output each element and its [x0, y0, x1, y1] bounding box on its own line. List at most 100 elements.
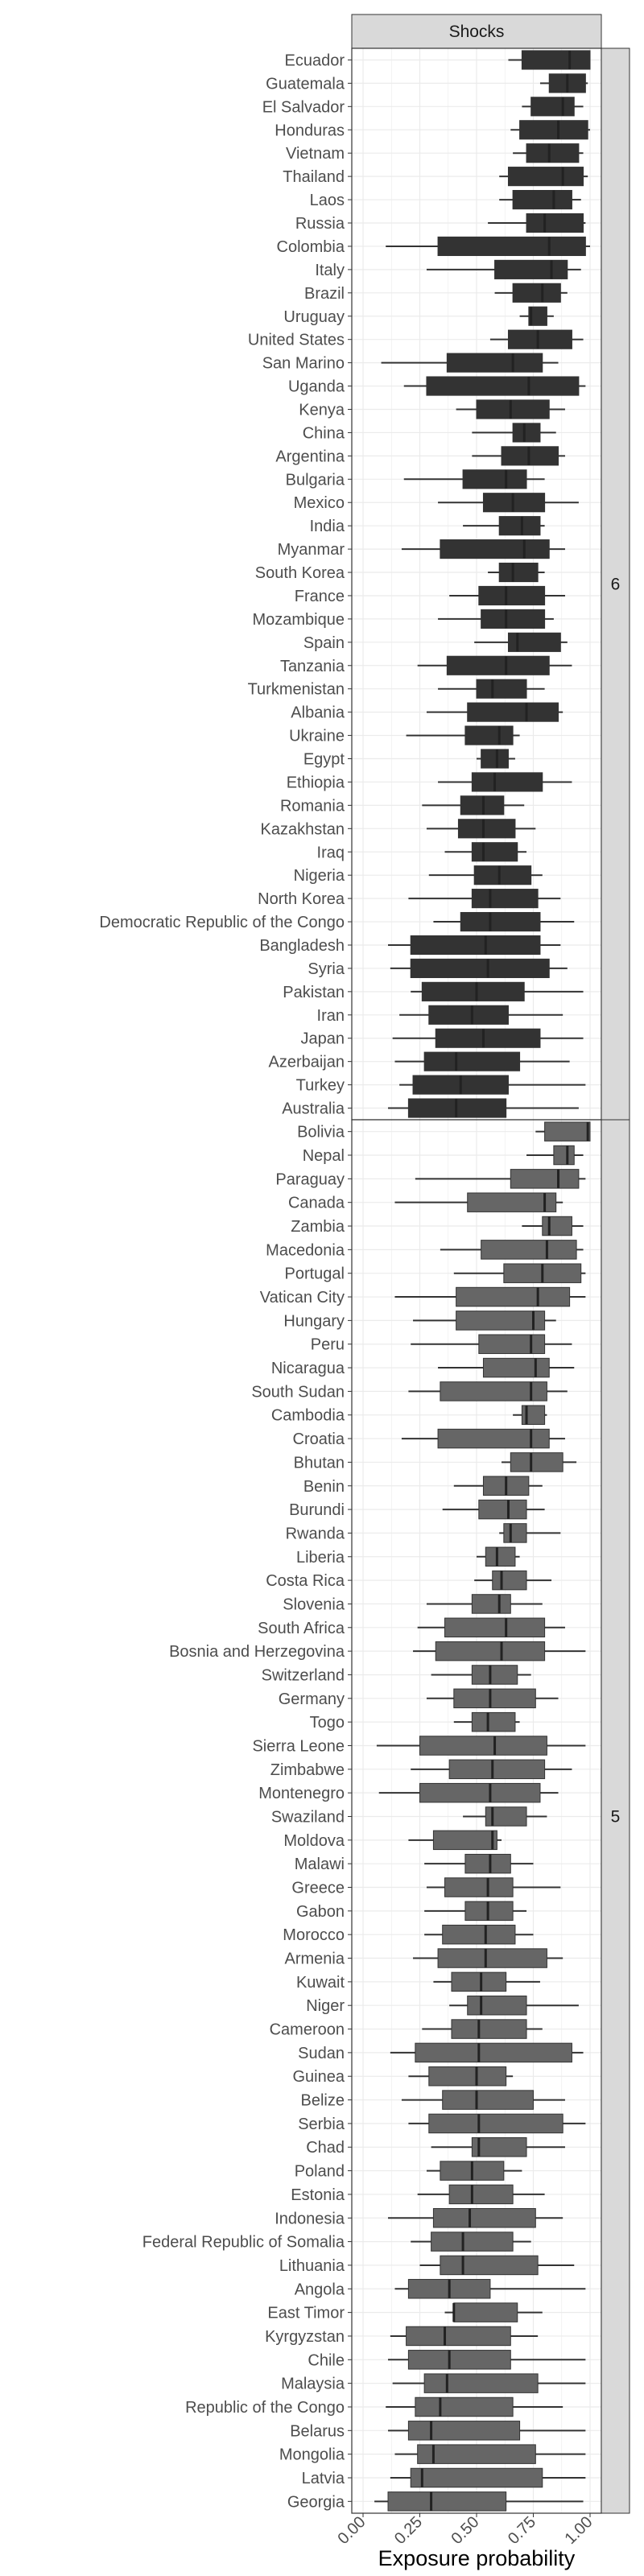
y-tick-label: Japan	[301, 1030, 345, 1048]
y-tick-label: Mongolia	[279, 2446, 345, 2464]
box	[406, 2326, 511, 2347]
box	[387, 2491, 507, 2512]
box	[519, 120, 588, 140]
box	[410, 2467, 543, 2488]
box	[528, 306, 547, 326]
y-tick-label: Colombia	[277, 238, 345, 256]
y-tick-label: Bhutan	[294, 1454, 345, 1472]
box	[437, 236, 586, 257]
y-tick-label: Peru	[311, 1336, 345, 1354]
y-tick-label: France	[295, 588, 345, 605]
box	[481, 749, 509, 769]
y-tick-label: Republic of the Congo	[185, 2399, 345, 2417]
box	[444, 1617, 546, 1638]
x-tick-label: 1.00	[561, 2513, 596, 2548]
box	[467, 1192, 557, 1212]
y-tick-label: Macedonia	[266, 1241, 345, 1259]
y-tick-label: Liberia	[296, 1549, 345, 1567]
box	[494, 259, 568, 279]
y-tick-label: Poland	[295, 2163, 345, 2181]
y-tick-label: Niger	[306, 1997, 345, 2015]
y-tick-label: East Timor	[267, 2305, 345, 2322]
facet-strip: Shocks	[351, 14, 602, 49]
y-tick-label: Sierra Leone	[252, 1737, 345, 1755]
box	[507, 329, 572, 349]
y-tick-label: Costa Rica	[266, 1572, 345, 1590]
y-tick-label: Ethiopia	[287, 774, 345, 791]
y-tick-label: Iran	[317, 1007, 345, 1025]
box	[471, 1594, 511, 1614]
box	[448, 2184, 514, 2205]
x-tick-label: 0.75	[505, 2513, 539, 2548]
box	[440, 539, 550, 559]
box	[471, 772, 543, 792]
y-tick-label: Mexico	[294, 494, 345, 512]
y-tick-label: Malaysia	[281, 2376, 345, 2393]
y-tick-label: China	[303, 424, 345, 442]
box	[510, 1169, 580, 1189]
box	[410, 935, 541, 956]
y-tick-label: Nigeria	[294, 867, 345, 885]
y-tick-label: Bangladesh	[259, 937, 345, 955]
x-tick-label: 0.25	[391, 2513, 426, 2548]
box	[435, 1028, 541, 1048]
box	[415, 2396, 514, 2417]
y-tick-label: Armenia	[285, 1951, 345, 1968]
box	[426, 376, 580, 396]
box	[448, 1759, 546, 1780]
box	[512, 423, 541, 443]
box	[492, 1570, 527, 1591]
y-tick-label: Albania	[291, 704, 345, 722]
box	[521, 50, 591, 70]
y-tick-label: Bulgaria	[286, 471, 345, 489]
box	[460, 911, 541, 932]
y-tick-label: Turkey	[296, 1077, 345, 1095]
facet-strip-box	[351, 14, 602, 49]
box	[435, 1641, 546, 1662]
y-tick-label: Burundi	[289, 1501, 345, 1519]
box	[464, 725, 514, 745]
box	[464, 1853, 511, 1874]
box	[456, 1286, 571, 1307]
box	[453, 2302, 518, 2322]
y-tick-label: Serbia	[298, 2116, 345, 2133]
y-tick-label: Chile	[308, 2351, 345, 2369]
y-tick-label: Montenegro	[258, 1785, 345, 1802]
box	[446, 655, 550, 675]
y-tick-label: Thailand	[283, 168, 345, 186]
y-tick-label: Estonia	[291, 2186, 345, 2204]
box	[510, 1452, 564, 1472]
facet-strip-right	[601, 1119, 630, 2514]
y-tick-label: Bosnia and Herzegovina	[169, 1643, 345, 1661]
box	[471, 1711, 516, 1732]
box	[503, 1523, 527, 1543]
x-tick-label: 0.00	[334, 2513, 369, 2548]
box	[431, 2231, 514, 2252]
y-tick-label: Indonesia	[275, 2210, 345, 2227]
y-tick-label: Latvia	[302, 2470, 345, 2487]
y-tick-label: Iraq	[317, 844, 345, 861]
y-tick-label: Mozambique	[252, 611, 345, 629]
box	[428, 1005, 509, 1025]
box	[553, 1145, 575, 1166]
box	[467, 702, 559, 722]
facet-title: Shocks	[449, 23, 505, 41]
y-tick-label: Malawi	[295, 1856, 345, 1873]
y-tick-label: North Korea	[258, 890, 345, 908]
y-tick-label: Zimbabwe	[270, 1761, 345, 1779]
y-tick-label: Romania	[280, 797, 345, 815]
box	[498, 516, 541, 536]
y-tick-label: Angola	[295, 2281, 345, 2298]
box	[476, 399, 550, 419]
box	[507, 167, 584, 187]
y-tick-label: Turkmenistan	[248, 681, 345, 699]
y-tick-label: Nepal	[303, 1147, 345, 1165]
box	[440, 2255, 539, 2276]
y-tick-label: El Salvador	[262, 98, 345, 116]
y-tick-label: Brazil	[304, 285, 345, 303]
box	[482, 1357, 550, 1378]
box	[446, 353, 543, 373]
box	[417, 2444, 536, 2464]
y-tick-label: Kenya	[299, 401, 345, 419]
y-tick-label: Belize	[301, 2092, 345, 2110]
